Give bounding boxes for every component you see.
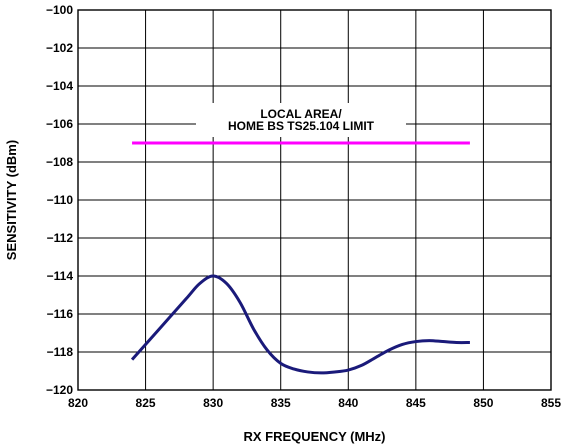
grid bbox=[78, 10, 551, 390]
y-tick-label: −112 bbox=[47, 231, 74, 245]
annotation-group: LOCAL AREA/HOME BS TS25.104 LIMIT bbox=[195, 103, 406, 137]
y-tick-label: −116 bbox=[47, 307, 74, 321]
annotation-text: HOME BS TS25.104 LIMIT bbox=[228, 119, 375, 133]
x-tick-label: 820 bbox=[68, 396, 88, 410]
y-tick-label: −110 bbox=[47, 193, 74, 207]
x-tick-label: 855 bbox=[541, 396, 561, 410]
series-group bbox=[130, 141, 470, 375]
y-tick-label: −114 bbox=[47, 269, 74, 283]
plot-frame bbox=[77, 9, 552, 391]
y-tick-label: −102 bbox=[46, 41, 73, 55]
y-tick-label: −104 bbox=[46, 79, 73, 93]
x-tick-label: 850 bbox=[473, 396, 493, 410]
tick-labels: 820 825 830 835 840 845 850 855 −100 −102 −104 −106… bbox=[46, 3, 561, 410]
y-tick-label: −120 bbox=[46, 383, 73, 397]
sensitivity-line bbox=[130, 274, 470, 375]
x-tick-label: 840 bbox=[338, 396, 358, 410]
y-tick-label: −108 bbox=[46, 155, 73, 169]
annotation-text: LOCAL AREA/ bbox=[260, 107, 342, 121]
x-axis-title: RX FREQUENCY (MHz) bbox=[243, 429, 385, 444]
y-tick-label: −118 bbox=[47, 345, 74, 359]
x-tick-label: 830 bbox=[203, 396, 223, 410]
y-tick-label: −100 bbox=[46, 3, 73, 17]
x-tick-label: 845 bbox=[406, 396, 426, 410]
annotation-background bbox=[195, 103, 406, 137]
x-tick-label: 825 bbox=[136, 396, 156, 410]
x-tick-label: 835 bbox=[271, 396, 291, 410]
y-tick-label: −106 bbox=[46, 117, 73, 131]
y-axis-title: SENSITIVITY (dBm) bbox=[4, 140, 19, 260]
